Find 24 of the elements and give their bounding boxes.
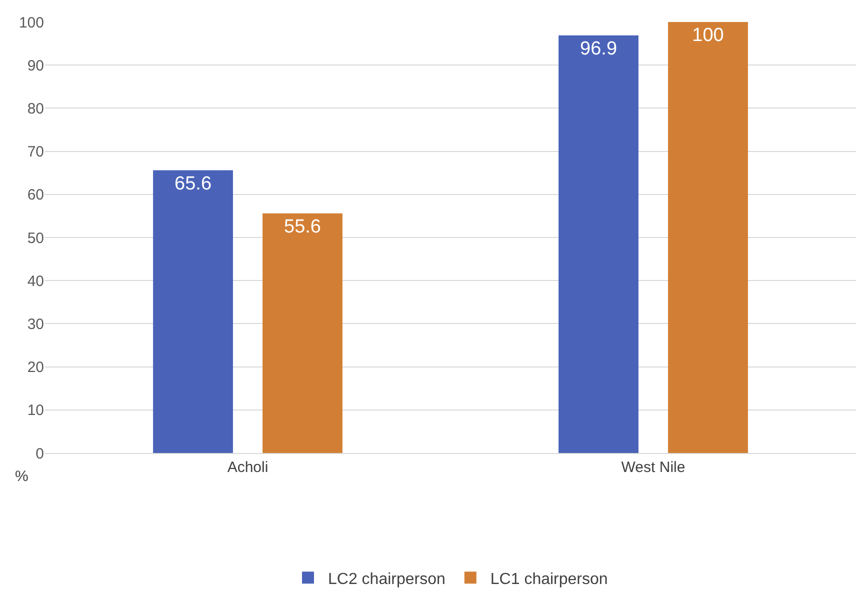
y-tick-label: 80 [27,100,44,118]
y-tick-label: 0 [36,445,44,462]
y-tick-label: 50 [27,230,44,247]
data-label: 65.6 [174,173,212,194]
y-tick-label: 60 [27,186,44,204]
bar [668,22,748,453]
y-tick-label: 30 [27,316,44,333]
data-label: 96.9 [580,38,617,60]
y-tick-label: 20 [27,359,44,376]
bar [558,35,638,453]
y-tick-label: 10 [27,402,44,420]
x-tick-label: West Nile [621,459,686,476]
data-label: 100 [692,25,724,46]
y-axis-title: % [15,468,28,485]
legend-label: LC1 chairperson [490,570,608,588]
x-tick-label: Acholi [227,459,268,476]
y-tick-label: 90 [27,57,44,74]
y-tick-label: 100 [18,14,44,32]
legend-label: LC2 chairperson [328,570,446,588]
y-tick-label: 70 [27,144,44,161]
y-tick-label: 40 [27,272,44,290]
bar [262,213,342,453]
data-label: 55.6 [284,216,321,238]
bar [153,170,233,453]
